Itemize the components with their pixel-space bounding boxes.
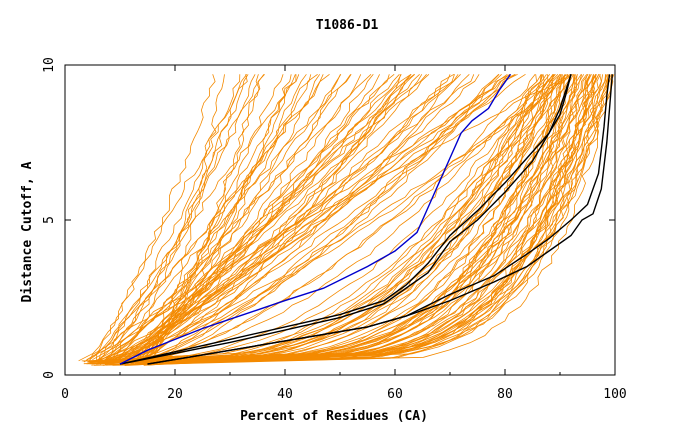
background-model-curve bbox=[116, 74, 402, 361]
background-model-curve bbox=[137, 74, 575, 363]
background-model-curve bbox=[136, 74, 606, 362]
background-model-curve bbox=[95, 74, 241, 363]
background-model-curve bbox=[105, 74, 412, 364]
background-model-curve bbox=[137, 74, 475, 361]
y-tick-label: 5 bbox=[42, 216, 57, 224]
x-tick-label: 0 bbox=[61, 387, 69, 402]
y-tick-label: 0 bbox=[42, 371, 57, 379]
background-model-curve bbox=[107, 74, 499, 365]
background-model-curve bbox=[137, 74, 500, 366]
background-model-curve bbox=[134, 74, 459, 365]
background-model-curve bbox=[97, 74, 324, 362]
background-model-curve bbox=[82, 74, 561, 362]
background-model-curve bbox=[88, 73, 330, 362]
background-model-curve bbox=[89, 74, 609, 362]
background-model-curve bbox=[132, 74, 390, 364]
background-model-curve bbox=[103, 73, 415, 367]
background-model-curve bbox=[133, 74, 412, 363]
background-model-curve bbox=[120, 73, 518, 364]
background-model-curve bbox=[101, 74, 559, 364]
background-model-curve bbox=[132, 73, 508, 360]
background-model-curve bbox=[98, 74, 588, 364]
background-model-curve bbox=[109, 74, 613, 361]
background-model-curve bbox=[127, 74, 607, 366]
background-model-curve bbox=[99, 74, 423, 362]
background-model-curve bbox=[120, 73, 571, 363]
background-model-curve bbox=[112, 74, 536, 364]
background-model-curve bbox=[98, 74, 300, 361]
background-model-curve bbox=[118, 74, 470, 362]
background-model-curve bbox=[98, 74, 555, 363]
background-model-curve bbox=[96, 73, 573, 364]
background-model-curve bbox=[147, 74, 554, 366]
background-model-curve bbox=[89, 74, 578, 363]
background-model-curve bbox=[91, 74, 566, 363]
chart-title: T1086-D1 bbox=[316, 18, 379, 33]
background-model-curve bbox=[93, 74, 596, 366]
background-model-curve bbox=[127, 74, 589, 361]
background-model-curve bbox=[119, 74, 312, 363]
background-model-curve bbox=[87, 74, 455, 364]
background-model-curve bbox=[105, 74, 603, 363]
background-model-curve bbox=[113, 74, 576, 364]
background-model-curve bbox=[127, 73, 455, 363]
reference-curve bbox=[147, 74, 611, 365]
background-model-curve bbox=[130, 74, 602, 360]
background-model-curve bbox=[130, 74, 565, 361]
background-model-curve bbox=[124, 74, 538, 366]
background-model-curve bbox=[102, 74, 542, 364]
background-model-curve bbox=[134, 74, 615, 361]
background-model-curve bbox=[86, 74, 256, 361]
reference-curve bbox=[119, 74, 572, 365]
background-model-curve bbox=[96, 74, 566, 365]
background-model-curve bbox=[145, 74, 582, 365]
x-tick-label: 100 bbox=[603, 387, 626, 402]
background-model-curve bbox=[105, 74, 352, 365]
background-model-curve bbox=[91, 74, 566, 365]
reference-curve bbox=[119, 74, 572, 365]
background-model-curve bbox=[89, 73, 516, 361]
x-tick-label: 80 bbox=[497, 387, 513, 402]
background-model-curve bbox=[125, 74, 342, 364]
background-model-curve bbox=[101, 74, 583, 362]
x-axis-label: Percent of Residues (CA) bbox=[240, 409, 428, 424]
background-model-curve bbox=[95, 74, 554, 365]
background-model-curve bbox=[83, 74, 596, 365]
background-model-curve bbox=[145, 74, 592, 362]
series-layer bbox=[78, 73, 615, 367]
y-axis-label: Distance Cutoff, A bbox=[20, 161, 35, 302]
background-model-curve bbox=[78, 74, 216, 362]
axis-layer: 0 20 40 60 80 100 0 5 10 bbox=[42, 57, 627, 402]
background-model-curve bbox=[123, 74, 430, 363]
background-model-curve bbox=[87, 74, 613, 362]
background-model-curve bbox=[133, 74, 427, 362]
background-model-curve bbox=[126, 74, 451, 366]
background-model-curve bbox=[143, 74, 554, 363]
background-model-curve bbox=[102, 74, 249, 364]
x-tick-label: 20 bbox=[167, 387, 183, 402]
background-model-curve bbox=[105, 74, 544, 364]
background-model-curve bbox=[86, 74, 609, 365]
y-tick-label: 10 bbox=[42, 57, 57, 73]
highlight-curve bbox=[119, 73, 512, 365]
background-model-curve bbox=[93, 74, 543, 362]
background-model-curve bbox=[83, 73, 568, 363]
background-model-curve bbox=[130, 74, 297, 362]
background-model-curve bbox=[105, 73, 516, 361]
x-tick-label: 40 bbox=[277, 387, 293, 402]
background-model-curve bbox=[142, 74, 542, 364]
x-tick-label: 60 bbox=[387, 387, 403, 402]
background-model-curve bbox=[104, 74, 372, 366]
